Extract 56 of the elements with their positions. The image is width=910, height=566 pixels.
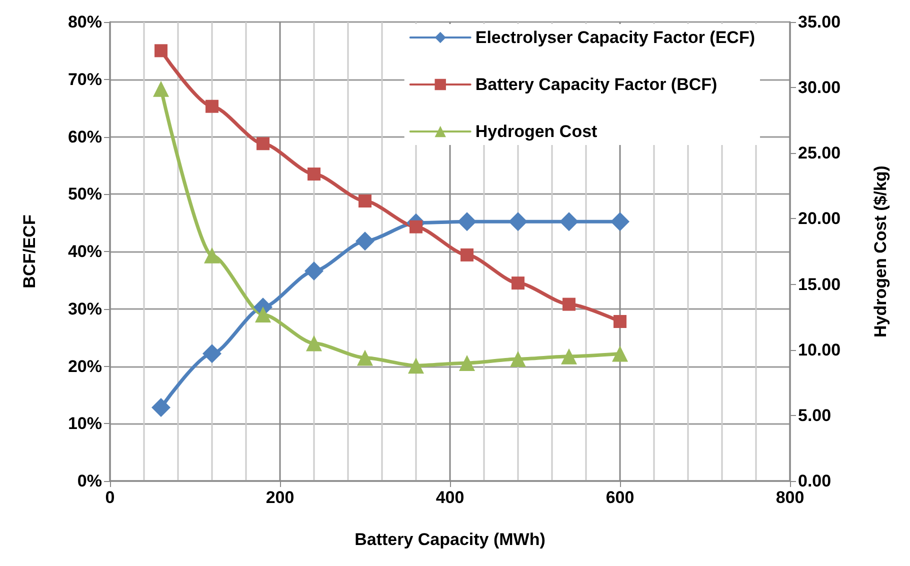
point [255,306,271,322]
y2-tick-label: 35.00 [798,12,841,32]
y2-tick-label: 10.00 [798,340,841,360]
point [562,298,576,311]
legend-label: Battery Capacity Factor (BCF) [475,75,718,94]
point [458,212,476,232]
point [614,314,626,328]
point [356,232,374,251]
point [202,344,222,364]
y-tick-label: 0% [77,472,102,490]
legend-label: Electrolyser Capacity Factor (ECF) [475,28,756,47]
point [508,212,528,232]
point [510,351,526,368]
point [306,335,322,352]
y-tick-label: 70% [68,70,102,89]
y2-tick-label: 25.00 [798,144,841,163]
point [154,44,168,58]
point [460,248,474,262]
point [610,212,630,232]
point [256,137,270,150]
point [152,398,170,418]
y-tick-label: 30% [68,299,102,318]
point [408,358,424,374]
legend-label: Hydrogen Cost [475,122,598,141]
y-tick-label: 60% [68,127,102,146]
y-tick-label: 40% [68,242,102,261]
x-tick-label: 0 [105,488,115,507]
point [561,348,577,364]
point [358,194,372,208]
point [308,168,320,181]
y-tick-label: 10% [68,414,102,434]
y-tick-label: 80% [68,12,102,32]
point [357,350,373,366]
point [459,354,475,371]
point [206,100,218,113]
point [153,80,169,97]
point [304,262,324,281]
x-tick-label: 800 [776,488,804,507]
x-tick-label: 400 [436,488,464,507]
y-tick-label: 20% [68,356,102,376]
y2-tick-label: 20.00 [798,209,841,228]
y-axis-title: BCF/ECF [20,214,39,288]
point [512,276,524,290]
x-tick-label: 200 [266,488,294,507]
point [612,346,628,362]
y2-axis-title: Hydrogen Cost ($/kg) [871,166,890,338]
y2-tick-label: 30.00 [798,78,841,98]
y2-tick-label: 0.00 [798,472,832,490]
y-tick-label: 50% [68,184,102,204]
point [560,212,578,232]
y2-tick-label: 15.00 [798,274,841,294]
point [410,220,422,234]
x-axis-title: Battery Capacity (MWh) [354,530,546,549]
y2-tick-label: 5.00 [798,406,832,425]
point [204,247,220,264]
x-tick-label: 600 [606,488,634,507]
